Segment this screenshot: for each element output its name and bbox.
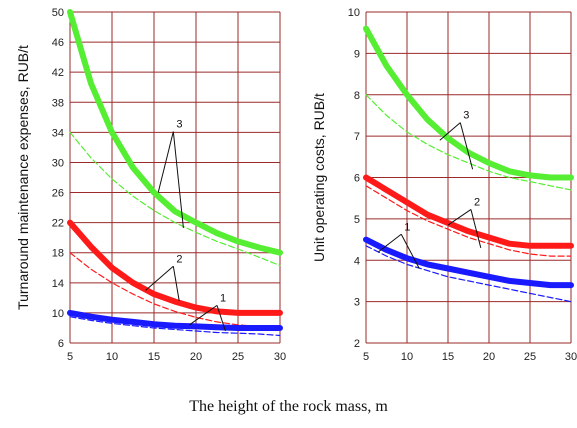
y-tick-label: 14 xyxy=(52,278,64,290)
curve-label-3: 3 xyxy=(463,110,469,122)
callout-leader-3 xyxy=(459,122,474,170)
callout-leader-3 xyxy=(172,131,184,228)
x-tick-label: 5 xyxy=(363,351,369,363)
x-tick-label: 30 xyxy=(565,351,577,363)
series-line-3-dashed xyxy=(69,131,281,267)
series-line-3-thick xyxy=(67,9,283,256)
y-tick-label: 6 xyxy=(354,173,360,185)
curve-label-3: 3 xyxy=(176,119,182,131)
series-line-2-thick xyxy=(67,219,283,316)
y-tick-label: 8 xyxy=(354,90,360,102)
x-tick-label: 20 xyxy=(190,351,202,363)
y-tick-label: 4 xyxy=(354,255,360,267)
curve-label-2: 2 xyxy=(474,196,480,208)
series-line-1-dashed xyxy=(365,245,572,303)
x-axis-label: The height of the rock mass, m xyxy=(189,398,388,415)
y-tick-label: 3 xyxy=(354,297,360,309)
y-tick-label: 2 xyxy=(354,338,360,350)
y-axis-label: Turnaround maintenance expenses, RUB/t xyxy=(15,45,31,310)
curve-label-1: 1 xyxy=(404,221,410,233)
y-tick-label: 46 xyxy=(52,37,64,49)
y-tick-label: 10 xyxy=(348,7,360,19)
y-tick-label: 9 xyxy=(354,48,360,60)
callout-leader-2 xyxy=(172,266,180,301)
y-tick-label: 18 xyxy=(52,248,64,260)
y-tick-label: 50 xyxy=(52,7,64,19)
callout-leader-3 xyxy=(439,122,461,141)
y-tick-label: 7 xyxy=(354,131,360,143)
x-tick-label: 15 xyxy=(442,351,454,363)
callout-leader-2 xyxy=(447,209,472,226)
callout-leader-1 xyxy=(188,304,218,326)
y-tick-label: 38 xyxy=(52,97,64,109)
x-tick-label: 10 xyxy=(401,351,413,363)
y-tick-label: 34 xyxy=(52,127,64,139)
x-tick-label: 25 xyxy=(232,351,244,363)
x-tick-label: 5 xyxy=(67,351,73,363)
series-line-1-dashed xyxy=(69,316,281,337)
callout-leader-1 xyxy=(216,305,226,332)
series-line-2-dashed xyxy=(365,185,572,257)
y-tick-label: 26 xyxy=(52,188,64,200)
x-tick-label: 30 xyxy=(274,351,286,363)
callout-leader-2 xyxy=(470,209,482,248)
series-line-1-thick xyxy=(67,309,283,331)
series-line-3-dashed xyxy=(365,94,572,191)
y-tick-label: 42 xyxy=(52,67,64,79)
callout-leader-1 xyxy=(400,234,420,269)
callout-leader-1 xyxy=(377,233,402,253)
x-tick-label: 25 xyxy=(524,351,536,363)
y-axis-label: Unit operating costs, RUB/t xyxy=(311,93,327,262)
y-tick-label: 22 xyxy=(52,218,64,230)
y-tick-label: 10 xyxy=(52,308,64,320)
x-tick-label: 15 xyxy=(148,351,160,363)
series-line-2-thick xyxy=(363,174,574,249)
series-line-1-thick xyxy=(363,236,574,289)
y-tick-label: 5 xyxy=(354,214,360,226)
y-tick-label: 6 xyxy=(58,338,64,350)
curve-label-2: 2 xyxy=(176,253,182,265)
x-tick-label: 10 xyxy=(106,351,118,363)
x-tick-label: 20 xyxy=(483,351,495,363)
callout-leader-3 xyxy=(157,131,174,193)
y-tick-label: 30 xyxy=(52,157,64,169)
right-chart: 5 10 15 20 25 30 2 3 4 5 6 7 8 9 10 Unit operating cost… xyxy=(311,7,577,363)
callout-leader-2 xyxy=(145,265,174,291)
left-chart: 5 10 15 20 25 30 6 10 14 18 22 26 30 34 38 42 46 50 Turnar… xyxy=(15,7,286,363)
curve-label-1: 1 xyxy=(220,292,226,304)
